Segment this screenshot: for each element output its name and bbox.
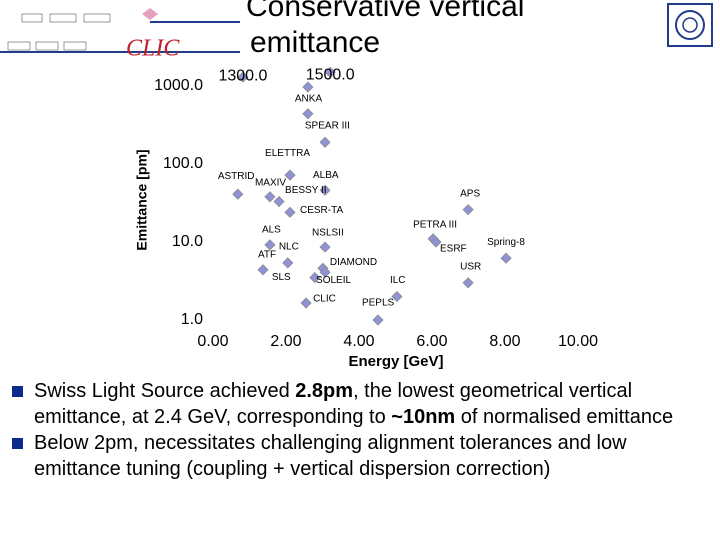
data-point xyxy=(257,264,269,276)
data-point xyxy=(391,290,403,303)
data-point xyxy=(284,169,296,181)
y-tick-label: 100.0 xyxy=(163,155,203,172)
data-point xyxy=(309,271,321,284)
data-point xyxy=(264,191,276,203)
data-point xyxy=(462,204,474,216)
data-point xyxy=(324,66,336,78)
point-label: ELETTRA xyxy=(265,148,310,159)
data-point xyxy=(319,266,331,278)
data-point xyxy=(372,314,384,326)
point-label: SPEAR III xyxy=(305,120,350,131)
logo: CLIC xyxy=(0,8,240,62)
value-label: 1300.0 xyxy=(218,67,267,84)
y-tick-label: 1.0 xyxy=(181,311,203,328)
data-point xyxy=(430,236,442,248)
bullet: Swiss Light Source achieved 2.8pm, the l… xyxy=(8,378,714,430)
data-point xyxy=(302,81,314,93)
point-label: NSLSII xyxy=(312,228,344,239)
y-axis-label: Emittance [pm] xyxy=(134,149,150,250)
y-tick-label: 10.0 xyxy=(172,233,203,250)
chart: CLIC Conservative vertical emittance Emi… xyxy=(0,0,713,370)
point-label: ALBA xyxy=(313,170,339,181)
text: Below 2pm, necessitates challenging alig… xyxy=(34,432,627,480)
data-point xyxy=(300,297,312,309)
data-point xyxy=(319,136,331,148)
data-point xyxy=(232,188,244,200)
data-point xyxy=(500,252,512,264)
y-tick-label: 1000.0 xyxy=(154,77,203,94)
data-point xyxy=(237,71,249,83)
point-label: PETRA III xyxy=(413,219,457,230)
x-tick-label: 6.00 xyxy=(416,333,447,350)
data-point xyxy=(319,241,331,253)
x-tick-label: 0.00 xyxy=(197,333,228,350)
text: , the lowest geometrical vertical emitta… xyxy=(34,380,633,428)
value-label: 1500.0 xyxy=(306,66,355,83)
data-point xyxy=(282,257,294,269)
point-label: BESSY II xyxy=(285,185,327,196)
bold-text: 2.8pm xyxy=(295,380,354,402)
data-point xyxy=(264,239,276,251)
point-label: ANKA xyxy=(295,94,323,105)
data-point xyxy=(273,195,285,208)
point-label: ATF xyxy=(258,249,276,260)
data-point xyxy=(319,184,331,196)
point-label: CESR-TA xyxy=(300,205,343,216)
slide-title: emittance xyxy=(250,26,380,59)
point-label: USR xyxy=(460,261,481,272)
point-label: ESRF xyxy=(440,244,467,255)
point-label: SLS xyxy=(272,272,291,283)
point-label: ILC xyxy=(390,275,406,286)
x-tick-label: 4.00 xyxy=(343,333,374,350)
text: of normalised emittance xyxy=(455,406,674,428)
data-point xyxy=(302,108,314,120)
point-label: SOLEIL xyxy=(316,275,351,286)
point-label: DIAMOND xyxy=(330,257,377,268)
point-label: ASTRID xyxy=(218,171,255,182)
cern-logo xyxy=(667,3,713,47)
bold-text: ~10nm xyxy=(391,406,456,428)
slide-title: Conservative vertical xyxy=(246,0,524,23)
data-point xyxy=(284,206,296,218)
point-label: Spring-8 xyxy=(487,237,525,248)
text: Swiss Light Source achieved xyxy=(34,380,296,402)
point-label: MAXIV xyxy=(255,177,286,188)
x-tick-label: 8.00 xyxy=(489,333,520,350)
x-tick-label: 2.00 xyxy=(270,333,301,350)
logo-text: CLIC xyxy=(126,36,180,62)
data-point xyxy=(462,277,474,289)
x-tick-label: 10.00 xyxy=(558,333,598,350)
point-label: CLIC xyxy=(313,294,336,305)
x-axis-label: Energy [GeV] xyxy=(348,353,443,370)
point-label: NLC xyxy=(279,242,299,253)
point-label: ALS xyxy=(262,224,281,235)
bullet-list: Swiss Light Source achieved 2.8pm, the l… xyxy=(8,378,714,482)
bullet: Below 2pm, necessitates challenging alig… xyxy=(8,430,714,482)
point-label: PEPLS xyxy=(362,298,395,309)
point-label: APS xyxy=(460,188,480,199)
